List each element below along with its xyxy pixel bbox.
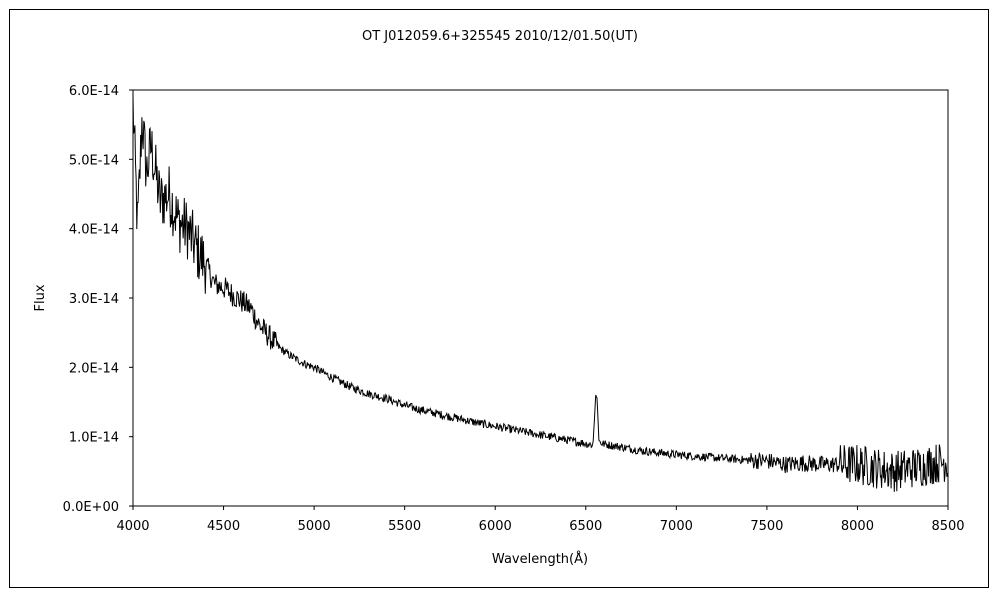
x-tick-label: 8500 <box>931 519 964 534</box>
y-axis-label: Flux <box>33 284 48 311</box>
x-tick-label: 6000 <box>479 519 512 534</box>
y-tick-label: 0.0E+00 <box>63 500 119 515</box>
chart-title: OT J012059.6+325545 2010/12/01.50(UT) <box>362 29 638 44</box>
x-tick-label: 4500 <box>207 519 240 534</box>
spectrum-line <box>132 94 948 492</box>
x-tick-label: 5000 <box>298 519 331 534</box>
x-tick-label: 6500 <box>569 519 602 534</box>
x-tick-label: 7000 <box>660 519 693 534</box>
y-tick-label: 3.0E-14 <box>69 292 119 307</box>
y-tick-label: 6.0E-14 <box>69 84 119 99</box>
x-axis-ticks: 4000 4500 5000 5500 6000 6500 7000 7500 8000 8500 <box>116 506 965 534</box>
x-tick-label: 8000 <box>841 519 874 534</box>
y-tick-label: 2.0E-14 <box>69 361 119 376</box>
x-tick-label: 5500 <box>388 519 421 534</box>
x-tick-label: 7500 <box>750 519 783 534</box>
y-tick-label: 4.0E-14 <box>69 223 119 238</box>
y-tick-label: 5.0E-14 <box>69 153 119 168</box>
x-axis-label: Wavelength(Å) <box>492 551 588 567</box>
y-tick-label: 1.0E-14 <box>69 431 119 446</box>
chart-frame <box>9 9 989 588</box>
plot-area <box>132 89 949 507</box>
y-axis-ticks: 0.0E+00 1.0E-14 2.0E-14 3.0E-14 4.0E-14 5.0E-… <box>63 84 133 515</box>
x-tick-label: 4000 <box>116 519 149 534</box>
